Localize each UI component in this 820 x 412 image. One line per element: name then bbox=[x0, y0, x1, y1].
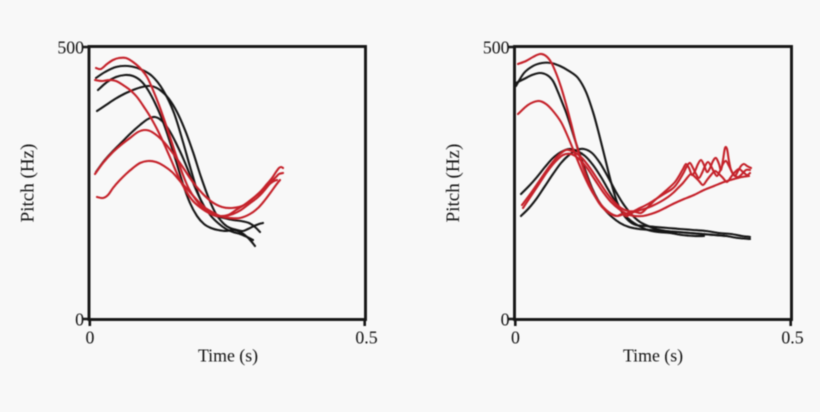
svg-text:0: 0 bbox=[75, 310, 84, 330]
svg-text:0.5: 0.5 bbox=[355, 328, 377, 348]
svg-text:Time (s): Time (s) bbox=[198, 346, 258, 367]
svg-text:0.5: 0.5 bbox=[781, 328, 803, 348]
svg-text:0: 0 bbox=[501, 310, 510, 330]
svg-text:0: 0 bbox=[86, 328, 95, 348]
svg-text:500: 500 bbox=[57, 38, 84, 58]
svg-text:Time (s): Time (s) bbox=[623, 346, 683, 367]
svg-text:500: 500 bbox=[483, 38, 510, 58]
svg-text:Pitch (Hz): Pitch (Hz) bbox=[18, 144, 39, 223]
svg-text:0: 0 bbox=[511, 328, 520, 348]
svg-text:Pitch (Hz): Pitch (Hz) bbox=[443, 144, 464, 223]
